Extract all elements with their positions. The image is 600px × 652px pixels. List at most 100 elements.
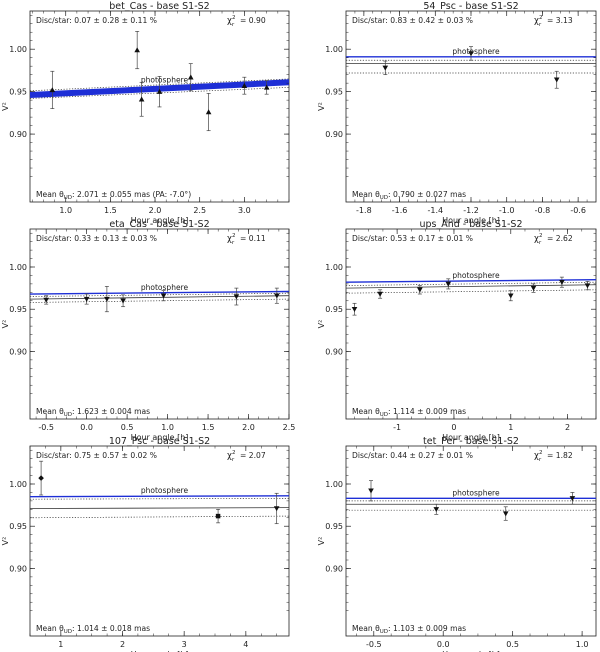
data-point-4	[156, 76, 163, 108]
y-tick-label: 0.90	[325, 130, 343, 139]
disc-star-text: Disc/star: 0.44 ± 0.27 ± 0.01 %	[352, 451, 473, 460]
disc-star-text: Disc/star: 0.33 ± 0.13 ± 0.03 %	[36, 234, 157, 243]
panel-title: 54_Psc - base S1-S2	[423, 1, 518, 12]
mean-diameter-text: Mean θUD: 2.071 ± 0.055 mas (PA: -7.0°)	[36, 190, 191, 201]
x-tick-label: 3.0	[238, 206, 251, 215]
data-point-2	[377, 289, 383, 299]
data-point-2	[83, 293, 90, 305]
chi2-value: = 0.90	[240, 16, 266, 25]
data-layer	[30, 460, 289, 525]
data-layer	[346, 276, 596, 316]
data-point-2	[433, 503, 440, 515]
disc-star-text: Disc/star: 0.75 ± 0.57 ± 0.02 %	[36, 451, 157, 460]
chi2-subscript: r	[539, 457, 542, 463]
point-marker	[134, 47, 140, 53]
mean-diameter-text: Mean θUD: 1.114 ± 0.009 mas	[352, 407, 466, 418]
y-tick-label: 0.95	[9, 305, 27, 314]
point-marker	[559, 279, 565, 285]
data-point-2	[215, 508, 221, 524]
data-layer	[30, 286, 289, 313]
point-marker	[274, 293, 280, 299]
panel-title: ups_And - base S1-S2	[419, 219, 522, 230]
point-marker	[530, 285, 537, 291]
x-tick-label: 2.0	[242, 423, 255, 432]
point-marker	[351, 306, 358, 313]
x-tick-label: 1	[58, 640, 63, 649]
point-marker	[43, 297, 49, 303]
model-dotted-line-1	[30, 498, 289, 500]
plot-frame	[29, 445, 290, 637]
y-axis-label: V²	[317, 102, 326, 111]
x-tick-label: 1.0	[161, 423, 174, 432]
point-marker	[215, 513, 221, 519]
model-dotted-line-2	[30, 515, 289, 519]
x-tick-label: -1	[393, 423, 401, 432]
y-tick-label: 0.90	[9, 130, 27, 139]
photosphere-label: photosphere	[141, 76, 189, 85]
point-marker	[507, 293, 514, 299]
data-point-3	[553, 70, 560, 89]
point-marker	[160, 293, 167, 299]
data-point-6	[205, 92, 212, 132]
y-tick-label: 0.90	[9, 347, 27, 356]
chi2-value: = 0.11	[240, 234, 266, 243]
chi2-subscript: r	[539, 22, 542, 28]
point-marker	[205, 109, 212, 115]
data-point-4	[569, 492, 576, 505]
point-marker	[468, 51, 474, 57]
y-tick-label: 0.95	[9, 522, 27, 531]
chi2-superscript: 2	[232, 233, 236, 239]
x-tick-label: 1	[508, 423, 513, 432]
chi2-superscript: 2	[232, 450, 236, 456]
y-axis-label: V²	[1, 320, 10, 329]
model-dotted-line-1	[30, 292, 289, 297]
y-tick-label: 0.95	[325, 305, 343, 314]
data-point-3	[417, 285, 423, 295]
photosphere-label: photosphere	[452, 271, 500, 280]
mean-diameter-text: Mean θUD: 1.623 ± 0.004 mas	[36, 407, 150, 418]
chi2-symbol: χ	[534, 16, 539, 26]
x-tick-label: 2	[565, 423, 570, 432]
panel-6: tet_Per - base S1-S2 -0.5 0.0 0.5 1.0 0.90 0.9…	[317, 436, 597, 652]
y-axis-label: V²	[317, 320, 326, 329]
panel-title: eta_Cas - base S1-S2	[109, 219, 209, 230]
data-point-3	[502, 506, 509, 521]
x-tick-label: -1.4	[427, 206, 443, 215]
plot-frame	[345, 445, 597, 637]
x-axis-label: Hour angle [h]	[131, 216, 189, 225]
chi2-superscript: 2	[539, 450, 543, 456]
model-solid-line	[346, 284, 596, 289]
y-tick-label: 1.00	[325, 480, 343, 489]
chi2-subscript: r	[232, 22, 235, 28]
chi2-symbol: χ	[227, 234, 232, 244]
x-tick-label: 2.5	[283, 423, 296, 432]
point-marker	[445, 281, 452, 287]
data-point-5	[507, 290, 514, 302]
data-point-1	[382, 60, 389, 76]
data-layer	[30, 31, 289, 132]
chi2-superscript: 2	[232, 15, 236, 21]
x-tick-label: -1.0	[499, 206, 515, 215]
point-marker	[156, 88, 163, 94]
x-tick-label: 3	[182, 640, 187, 649]
y-axis-label: V²	[1, 102, 10, 111]
point-marker	[138, 96, 145, 102]
x-tick-label: 4	[243, 640, 248, 649]
data-point-4	[120, 294, 126, 308]
x-tick-label: -1.2	[463, 206, 479, 215]
chi2-symbol: χ	[534, 234, 539, 244]
photosphere-line	[30, 495, 289, 498]
panel-5: 107_Psc - base S1-S2 1 2 3 4 0.90 0.95 1.00 Hour…	[1, 436, 290, 652]
x-axis-label: Hour angle [h]	[442, 216, 500, 225]
chi2-symbol: χ	[227, 451, 232, 461]
y-tick-label: 0.90	[325, 564, 343, 573]
x-tick-label: -0.8	[535, 206, 551, 215]
point-marker	[377, 291, 383, 297]
x-tick-label: 1.0	[59, 206, 72, 215]
chi2-value: = 2.62	[547, 234, 573, 243]
data-point-7	[241, 76, 248, 95]
panel-title: bet_Cas - base S1-S2	[109, 1, 209, 12]
x-axis-label: Hour angle [h]	[131, 650, 189, 652]
data-point-1	[351, 302, 358, 316]
y-tick-label: 0.90	[9, 564, 27, 573]
